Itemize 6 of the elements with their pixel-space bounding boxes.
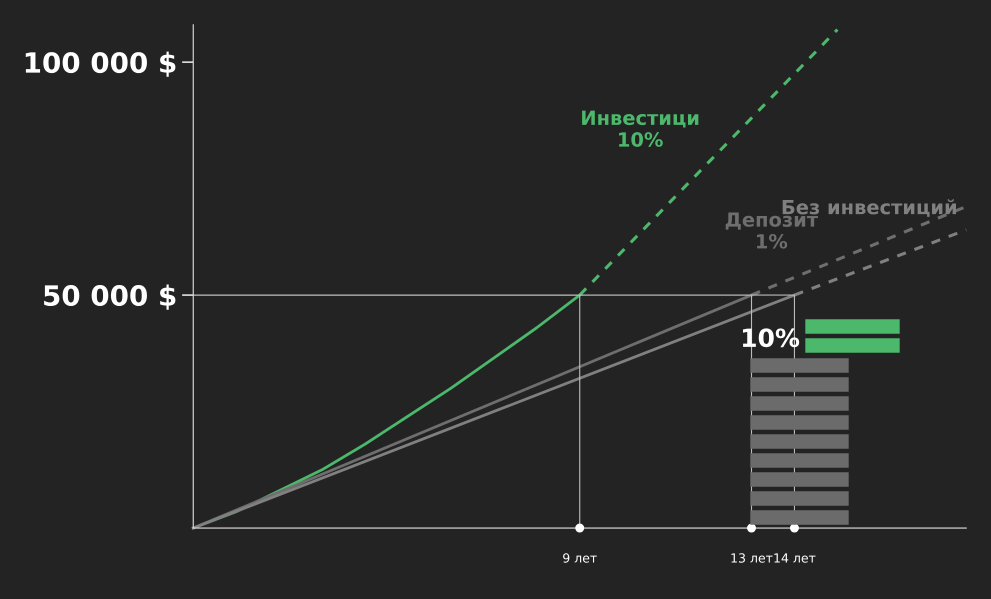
x-tick-label: 13 лет [731, 553, 773, 563]
x-tick-label: 14 лет [774, 553, 816, 563]
y-tick-label: 50 000 $ [44, 284, 176, 310]
x-tick-label: 9 лет [563, 553, 597, 563]
series-label: Инвестици 10% [582, 110, 698, 147]
y-tick-label: 100 000 $ [26, 52, 176, 77]
